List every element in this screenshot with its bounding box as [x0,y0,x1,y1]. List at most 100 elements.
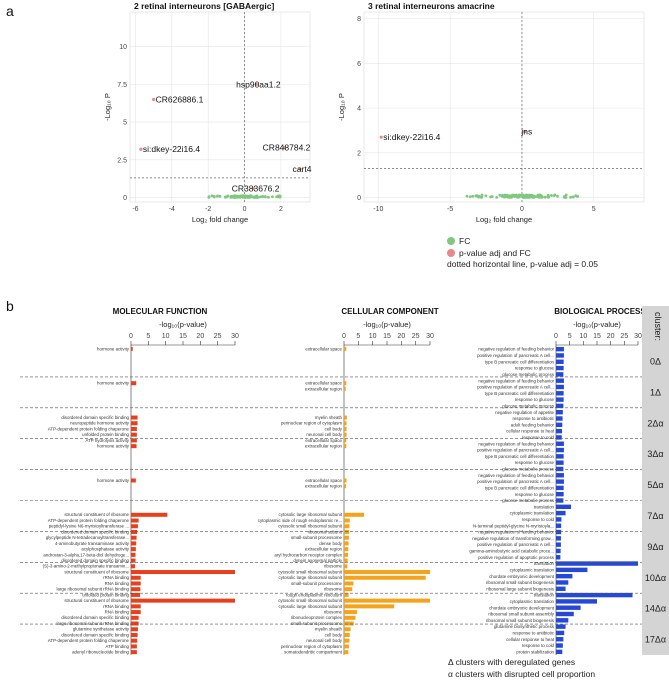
bar [131,604,141,609]
fc-point [216,194,220,198]
bar [131,570,235,575]
bar [131,547,136,552]
bar [556,605,581,610]
bar-x-tick: 25 [620,333,628,340]
bar-category-label: structural constituent of ribosome [64,512,129,517]
bar [344,524,350,529]
bar [131,432,137,437]
x-tick-label: 2 [279,206,283,213]
fc-point [236,195,240,199]
bar-category-label: dynein axonemal particle [293,558,342,563]
bar-category-label: disordered domain specific binding [61,415,129,420]
bar [556,491,564,497]
bar [344,541,349,546]
bar-panel-title: BIOLOGICAL PROCESS [554,307,646,316]
cluster-label: 9Δα [647,542,663,552]
fc-point [547,195,551,199]
bar [556,611,574,617]
bar-x-tick: 25 [214,333,222,340]
fc-point [543,195,547,199]
bar-category-label: cytoplasmic translation [510,567,555,572]
bar [556,536,561,541]
bar-category-label: cytosolic small ribosomal subunit [278,598,343,603]
bar [131,564,136,569]
bar [131,518,139,523]
significant-point [139,147,143,151]
panel-b-letter: b [6,298,14,314]
x-tick-label: -2 [205,206,211,213]
bar [344,535,349,540]
bar-category-label: cellular response to heat [506,429,555,434]
fc-point [278,194,282,198]
bar-category-label: glutamine biosynthetic process [494,624,555,629]
bar-x-tick: 20 [397,333,405,340]
bar [131,650,137,655]
fc-point [261,195,265,199]
fc-point [258,195,262,199]
bar-category-label: somatodendritic compartment [284,650,343,655]
gene-label: CR626886.1 [156,94,204,104]
bar [344,552,349,557]
bar-category-label: (S)-3-amino-2-methylpropionate transamin… [43,564,129,569]
bar [344,598,430,603]
bar [556,384,564,390]
bar-category-label: rRNA binding [103,575,129,580]
bar [344,547,349,552]
gene-label: hsp90aa1.2 [236,79,281,89]
legend-fc-label: FC [459,236,470,246]
bar [344,381,347,386]
significant-point [252,186,256,191]
bar-category-label: myelin sheath [315,627,343,632]
bar [344,558,348,563]
volcano-title: 3 retinal interneurons amacrine [368,1,495,11]
bar-x-tick: 15 [593,333,601,340]
bar [344,426,347,431]
bar [556,466,564,472]
bar-x-tick: 15 [383,333,391,340]
legend-pval-marker [447,249,455,257]
bar [556,435,562,440]
fc-point [510,196,513,199]
bar-axis-label: -log₁₀(p-value) [159,320,207,329]
bar [131,581,141,586]
bar [344,638,350,643]
bar [556,391,564,396]
y-tick-label: 4 [357,106,361,113]
bar [344,644,349,649]
bar [344,650,349,655]
bar-category-label: positive regulation of pancreatic A cell… [477,479,554,484]
bar [556,441,564,446]
bar [556,422,563,428]
bar [556,485,564,491]
volcano-legend: FC p-value adj and FC dotted horizontal … [447,236,598,269]
bar-category-label: glucose metabolic process [502,403,555,408]
bar-category-label: chordate embryonic development [489,574,555,579]
bar [556,567,588,573]
bar-x-tick: 10 [162,333,170,340]
bar-category-label: gamma-aminobutyric acid catabolic proce.… [469,549,554,554]
significant-point [298,167,302,171]
bar-category-label: hormone activity [97,381,130,386]
y-tick-label: 7.5 [117,82,127,89]
bar-category-label: extracellular space [305,478,342,483]
bar-category-label: disordered domain specific binding [61,529,129,534]
bar [344,484,347,489]
fc-point [569,195,572,199]
gene-label: jns [520,127,532,137]
x-tick-label: -6 [132,206,138,213]
bar-category-label: negative regulation of feeding behavior [478,441,554,446]
bar-category-label: 4-aminobutyrate transaminase activity [55,541,130,546]
fc-point [276,195,280,199]
fc-point [242,194,245,198]
bar-category-label: ATP-dependent protein folding chaperone [48,426,130,431]
legend-fc-marker [447,237,455,245]
bar-category-label: large ribosomal subunit rRNA binding [57,621,130,626]
bar-category-label: glucose metabolic process [502,467,555,472]
fc-point [266,195,270,199]
bar-category-label: cell body [325,426,343,431]
bar [556,378,564,383]
bar-category-label: cytoplasmic translation [510,511,555,516]
bar-x-tick: 0 [342,333,346,340]
bar [556,365,564,371]
